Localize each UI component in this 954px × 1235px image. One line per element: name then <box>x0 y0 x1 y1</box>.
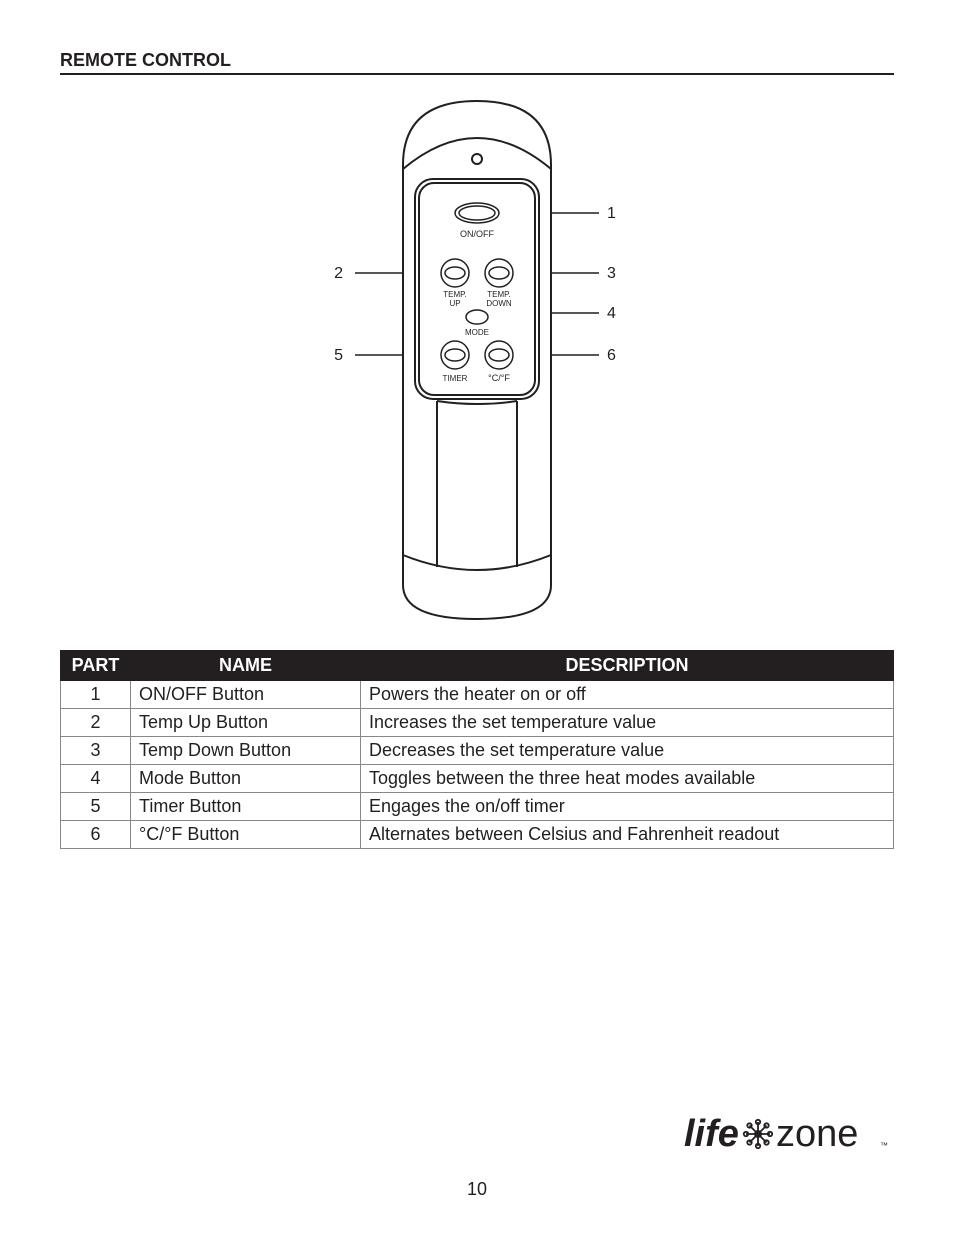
logo-left: life <box>684 1113 739 1155</box>
temp-down-label-2: DOWN <box>486 299 512 308</box>
header-description: DESCRIPTION <box>361 651 894 681</box>
cell-name: Timer Button <box>131 793 361 821</box>
callout-3: 3 <box>607 265 616 282</box>
temp-up-label-1: TEMP. <box>443 290 466 299</box>
cell-description: Increases the set temperature value <box>361 709 894 737</box>
page-number: 10 <box>0 1179 954 1200</box>
onoff-label: ON/OFF <box>460 229 494 239</box>
table-body: 1ON/OFF ButtonPowers the heater on or of… <box>61 681 894 849</box>
temp-up-inner <box>445 267 465 279</box>
temp-up-label-2: UP <box>449 299 460 308</box>
table-row: 1ON/OFF ButtonPowers the heater on or of… <box>61 681 894 709</box>
callout-4: 4 <box>607 305 616 322</box>
parts-table: PART NAME DESCRIPTION 1ON/OFF ButtonPowe… <box>60 650 894 849</box>
table-row: 6°C/°F ButtonAlternates between Celsius … <box>61 821 894 849</box>
temp-down-label-1: TEMP. <box>487 290 510 299</box>
callout-5: 5 <box>334 347 343 364</box>
cf-inner <box>489 349 509 361</box>
table-row: 5Timer ButtonEngages the on/off timer <box>61 793 894 821</box>
section-title: REMOTE CONTROL <box>60 50 894 75</box>
cf-label: °C/°F <box>488 373 510 383</box>
timer-inner <box>445 349 465 361</box>
table-row: 4Mode ButtonToggles between the three he… <box>61 765 894 793</box>
cell-name: ON/OFF Button <box>131 681 361 709</box>
page: REMOTE CONTROL 1 2 3 4 5 6 <box>0 0 954 1235</box>
remote-diagram: 1 2 3 4 5 6 <box>60 95 894 630</box>
timer-label: TIMER <box>443 374 468 383</box>
cell-part: 4 <box>61 765 131 793</box>
cell-name: Mode Button <box>131 765 361 793</box>
logo-tm: ™ <box>880 1141 888 1150</box>
callout-2: 2 <box>334 265 343 282</box>
callout-6: 6 <box>607 347 616 364</box>
cell-description: Alternates between Celsius and Fahrenhei… <box>361 821 894 849</box>
temp-down-inner <box>489 267 509 279</box>
table-header-row: PART NAME DESCRIPTION <box>61 651 894 681</box>
table-row: 2Temp Up ButtonIncreases the set tempera… <box>61 709 894 737</box>
cell-name: Temp Up Button <box>131 709 361 737</box>
mode-label: MODE <box>465 328 489 337</box>
cell-name: °C/°F Button <box>131 821 361 849</box>
callout-1: 1 <box>607 205 616 222</box>
table-row: 3Temp Down ButtonDecreases the set tempe… <box>61 737 894 765</box>
brand-logo: life zone ™ <box>684 1108 894 1165</box>
mode-button-icon <box>466 310 488 324</box>
cell-part: 2 <box>61 709 131 737</box>
cell-part: 3 <box>61 737 131 765</box>
cell-description: Decreases the set temperature value <box>361 737 894 765</box>
cell-name: Temp Down Button <box>131 737 361 765</box>
cell-part: 1 <box>61 681 131 709</box>
cell-description: Toggles between the three heat modes ava… <box>361 765 894 793</box>
logo-right: zone <box>776 1113 858 1155</box>
cell-description: Powers the heater on or off <box>361 681 894 709</box>
cell-description: Engages the on/off timer <box>361 793 894 821</box>
remote-svg: 1 2 3 4 5 6 <box>307 95 647 625</box>
header-part: PART <box>61 651 131 681</box>
snowflake-icon <box>744 1120 772 1148</box>
header-name: NAME <box>131 651 361 681</box>
cell-part: 6 <box>61 821 131 849</box>
onoff-button-inner <box>459 206 495 220</box>
cell-part: 5 <box>61 793 131 821</box>
